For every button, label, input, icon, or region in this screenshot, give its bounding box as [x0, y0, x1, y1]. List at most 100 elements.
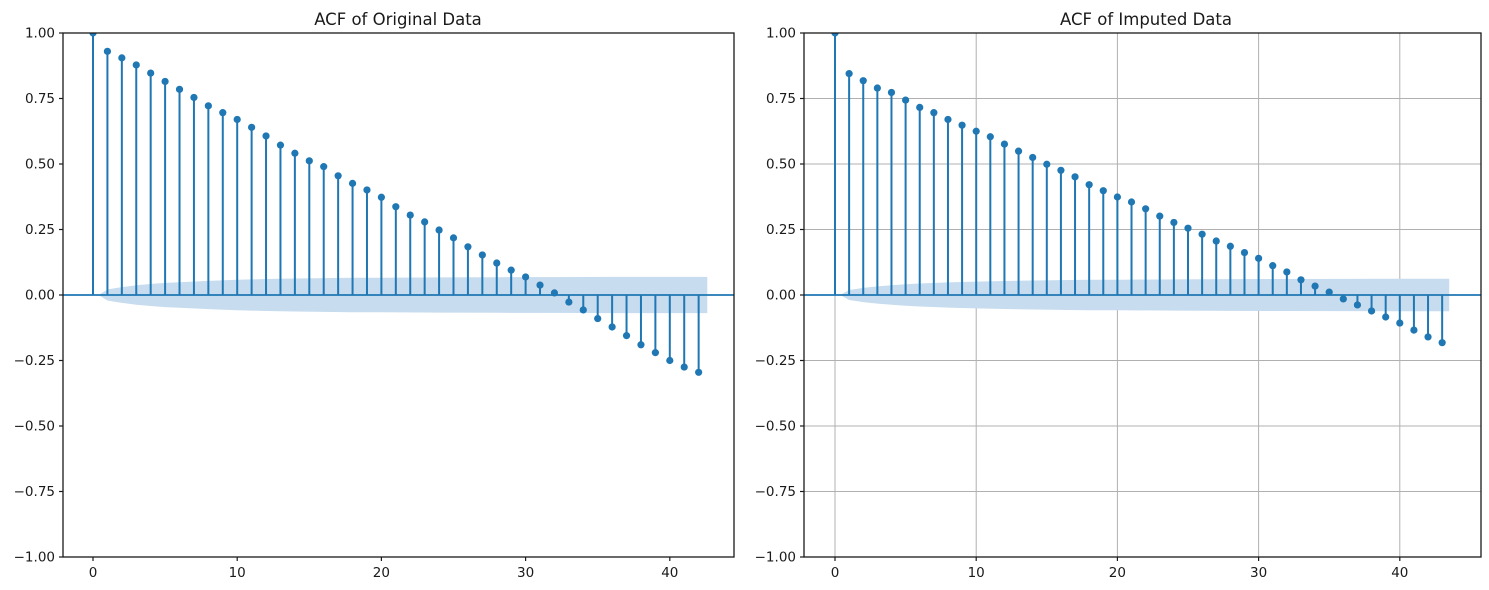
acf-marker [1424, 333, 1432, 341]
acf-marker [986, 133, 994, 141]
acf-marker [248, 123, 256, 131]
x-tick-label: 30 [517, 565, 534, 581]
y-tick-label: 0.50 [766, 157, 796, 173]
acf-marker [944, 115, 952, 124]
acf-marker [449, 234, 458, 242]
x-tick-label: 0 [89, 565, 98, 581]
acf-marker [1184, 224, 1192, 232]
acf-marker [565, 298, 573, 306]
y-tick-label: −1.00 [14, 550, 55, 566]
acf-original-subplot: 0 10 20 30 40 1.00 0.75 0.50 0.25 0.00 −0.25 −0.50 −… [14, 26, 735, 581]
acf-marker [1142, 205, 1150, 213]
acf-marker [550, 289, 559, 297]
acf-marker [1212, 237, 1220, 245]
acf-marker [1382, 313, 1390, 321]
x-tick-label: 10 [968, 565, 985, 581]
acf-marker [522, 273, 530, 281]
acf-marker [320, 163, 328, 171]
acf-marker [1283, 268, 1291, 276]
acf-marker [1043, 160, 1051, 168]
x-tick-label: 20 [1109, 565, 1126, 581]
acf-markers [89, 33, 703, 376]
acf-marker [1029, 153, 1037, 162]
acf-marker [233, 115, 241, 124]
acf-marker [1057, 166, 1065, 174]
y-tick-label: −0.75 [14, 484, 55, 500]
y-tick-label: 0.75 [766, 91, 796, 107]
acf-marker [1396, 319, 1404, 327]
acf-marker [666, 356, 674, 365]
y-tick-label: 0.00 [25, 288, 55, 304]
acf-marker [594, 314, 602, 323]
acf-marker [637, 341, 645, 349]
acf-marker [1297, 276, 1305, 284]
acf-marker [859, 77, 867, 85]
acf-marker [887, 88, 896, 97]
acf-marker [147, 69, 155, 77]
acf-marker [651, 349, 659, 357]
data-layer [63, 33, 734, 376]
acf-marker [406, 211, 414, 219]
y-axis-ticks: 1.00 0.75 0.50 0.25 0.00 −0.25 −0.50 −0.75 −1.00 [14, 26, 63, 566]
acf-marker [175, 85, 184, 93]
x-tick-label: 30 [1250, 565, 1267, 581]
acf-marker [972, 127, 980, 135]
data-layer [804, 33, 1481, 347]
acf-marker [1014, 147, 1023, 155]
x-tick-label: 40 [1391, 565, 1408, 581]
acf-marker [204, 102, 212, 110]
acf-marker [103, 47, 112, 55]
acf-marker [916, 103, 924, 112]
acf-marker [118, 54, 126, 62]
y-tick-label: 0.75 [25, 91, 55, 107]
y-tick-label: −1.00 [755, 550, 796, 566]
y-axis-ticks: 1.00 0.75 0.50 0.25 0.00 −0.25 −0.50 −0.75 −1.00 [755, 26, 804, 566]
acf-marker [132, 61, 140, 69]
y-tick-label: 0.25 [25, 222, 55, 238]
acf-marker [695, 368, 703, 376]
acf-marker [89, 33, 97, 37]
acf-marker [608, 323, 616, 331]
acf-marker [1085, 181, 1093, 189]
acf-marker [493, 259, 501, 267]
acf-marker [622, 332, 631, 340]
x-tick-label: 20 [373, 565, 390, 581]
x-axis-ticks: 0 10 20 30 40 [89, 557, 678, 581]
acf-marker [579, 306, 587, 314]
acf-marker [930, 109, 938, 117]
acf-marker [161, 77, 169, 86]
x-axis-ticks: 0 10 20 30 40 [831, 557, 1408, 581]
acf-marker [219, 109, 227, 117]
left-plot-title: ACF of Original Data [314, 10, 482, 29]
acf-marker [902, 96, 910, 104]
acf-marker [873, 84, 881, 92]
acf-marker [464, 243, 472, 251]
acf-marker [1240, 248, 1249, 257]
x-tick-label: 10 [229, 565, 246, 581]
acf-marker [1325, 288, 1333, 296]
acf-marker [1353, 301, 1362, 309]
acf-marker [1156, 212, 1164, 220]
acf-marker [845, 70, 853, 78]
acf-marker [1127, 198, 1136, 206]
acf-marker [1438, 339, 1446, 347]
acf-marker [507, 266, 515, 274]
acf-marker [958, 121, 966, 129]
acf-marker [1198, 230, 1206, 238]
y-tick-label: −0.50 [755, 419, 796, 435]
acf-marker [421, 218, 429, 226]
acf-imputed-subplot: 0 10 20 30 40 1.00 0.75 0.50 0.25 0.00 −0.25 −0.50 −… [755, 26, 1482, 581]
y-tick-label: 0.50 [25, 157, 55, 173]
y-tick-label: −0.25 [755, 353, 796, 369]
y-tick-label: −0.50 [14, 419, 55, 435]
acf-marker [478, 251, 486, 259]
x-tick-label: 0 [831, 565, 840, 581]
y-tick-label: 0.00 [766, 288, 796, 304]
acf-marker [1000, 140, 1009, 148]
stem-lines [92, 33, 700, 373]
y-tick-label: 0.25 [766, 222, 796, 238]
right-plot-title: ACF of Imputed Data [1060, 10, 1232, 29]
acf-marker [1071, 173, 1079, 181]
stem-lines [834, 33, 1444, 343]
